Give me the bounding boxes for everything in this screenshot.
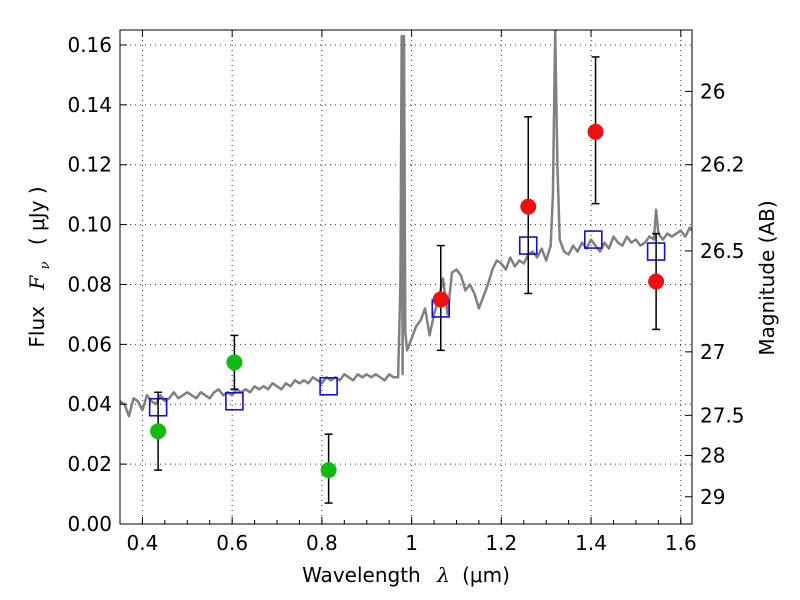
x-tick-label: 1 [405, 531, 418, 555]
y-tick-label: 0.06 [67, 332, 112, 356]
y-axis-symbol-sub: ν [38, 261, 53, 269]
y-tick-label: 0.12 [67, 153, 112, 177]
y2-tick-label: 27.5 [700, 403, 745, 427]
green-data-point [150, 423, 167, 440]
x-tick-label: 0.4 [127, 531, 159, 555]
y-axis-title: Flux F ν ( μJy ) [25, 186, 54, 347]
y-tick-label: 0.14 [67, 93, 112, 117]
y2-tick-label: 28 [700, 443, 725, 467]
x-tick-label: 1.4 [575, 531, 607, 555]
red-data-point [587, 123, 604, 140]
y-tick-label: 0.16 [67, 33, 112, 57]
x-axis-symbol: λ [436, 563, 450, 587]
red-data-point [520, 198, 537, 215]
red-data-point [432, 291, 449, 308]
x-axis-label-text: Wavelength [302, 563, 421, 587]
red-data-point [648, 273, 665, 290]
y-tick-label: 0.00 [67, 512, 112, 536]
x-tick-label: 0.6 [216, 531, 248, 555]
model-spectrum-line [120, 30, 692, 418]
y2-tick-label: 26.5 [700, 239, 745, 263]
y2-tick-label: 26 [700, 79, 725, 103]
model-photometry-square [225, 391, 244, 411]
axis-ticks: 0.4 0.6 0.8 1 1.2 1.4 1.6 0.00 0.02 0.04 0.06 0.08 0… [67, 30, 745, 555]
y-axis-label-text: Flux [25, 306, 49, 348]
y-tick-label: 0.10 [67, 213, 112, 237]
y-tick-label: 0.04 [67, 392, 112, 416]
points-layer [148, 56, 666, 504]
y-tick-label: 0.08 [67, 272, 112, 296]
y2-axis-title: Magnitude (AB) [755, 200, 779, 355]
x-tick-label: 1.2 [485, 531, 517, 555]
green-data-point [226, 354, 243, 371]
x-axis-unit: (μm) [462, 563, 510, 587]
x-tick-label: 1.6 [665, 531, 697, 555]
x-axis-title: Wavelength λ (μm) [302, 563, 510, 587]
model-photometry-square [319, 376, 338, 396]
y2-tick-label: 27 [700, 340, 725, 364]
y2-tick-label: 26.2 [700, 153, 745, 177]
y-axis-unit: ( μJy ) [25, 186, 49, 245]
x-tick-label: 0.8 [306, 531, 338, 555]
model-photometry-square [584, 230, 603, 249]
y-axis-symbol: F [25, 275, 49, 291]
plot-frame [119, 29, 693, 525]
y-tick-label: 0.02 [67, 452, 112, 476]
spectrum-layer [120, 30, 692, 418]
green-data-point [320, 462, 337, 479]
y2-tick-label: 29 [700, 485, 725, 509]
